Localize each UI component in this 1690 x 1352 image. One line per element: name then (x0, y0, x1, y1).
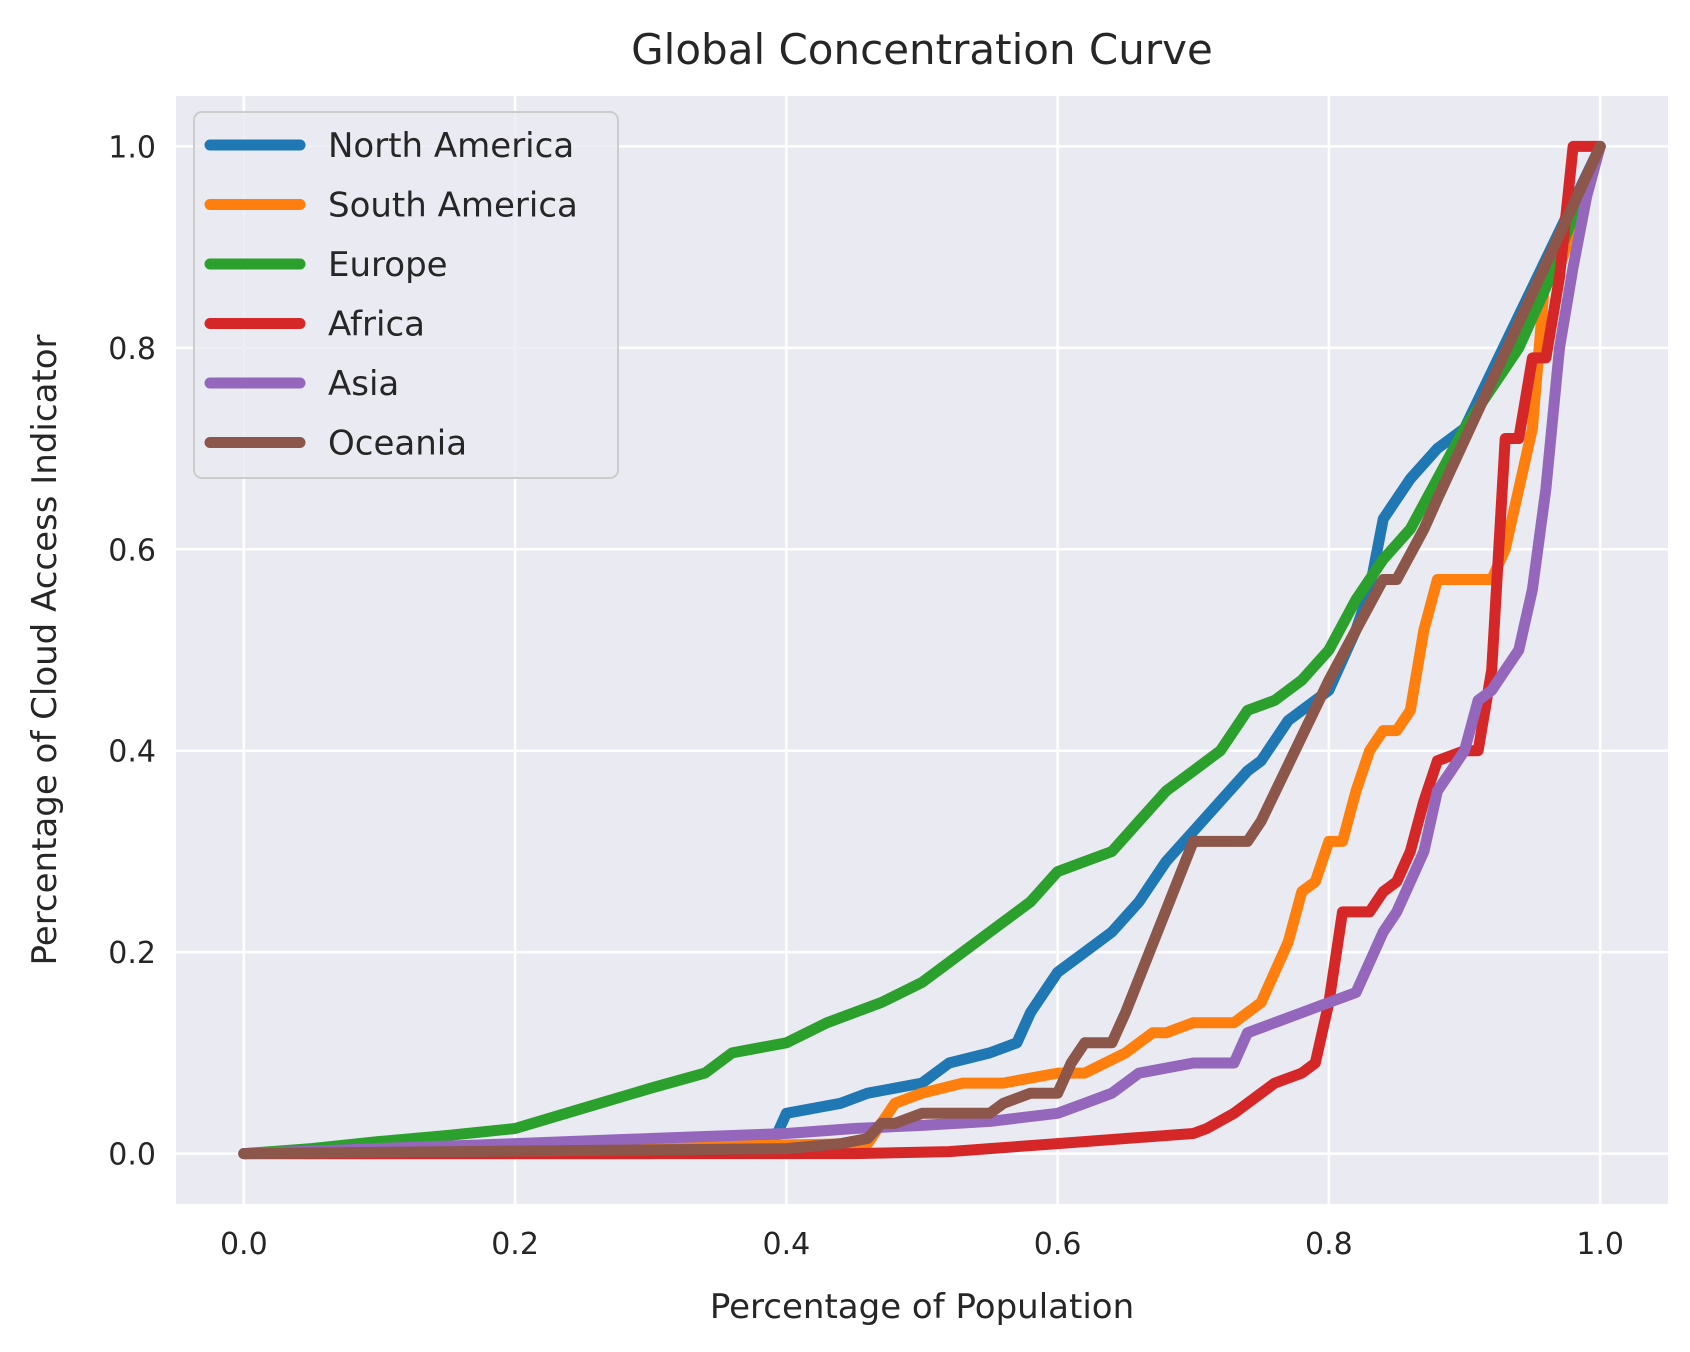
series-lines (238, 140, 1606, 1160)
y-tick-label: 0.8 (108, 332, 156, 367)
legend: North America South America Europe Africa As… (193, 111, 619, 479)
legend-label-africa: Africa (328, 305, 425, 345)
x-tick-label: 0.4 (763, 1227, 811, 1262)
legend-label-south-america: South America (328, 186, 578, 226)
legend-label-oceania: Oceania (328, 424, 467, 464)
series-line-oceania (238, 140, 1606, 1160)
series-line-africa (238, 140, 1606, 1160)
y-tick-label: 0.4 (108, 735, 156, 770)
y-tick-label: 0.6 (108, 533, 156, 568)
x-tick-label: 0.0 (220, 1227, 268, 1262)
x-tick-label: 1.0 (1576, 1227, 1624, 1262)
chart-title: Global Concentration Curve (631, 25, 1213, 74)
series-line-south-america (238, 140, 1606, 1160)
tick-labels: 0.0 0.2 0.4 0.6 0.8 1.0 0.0 0.2 0.4 0.6 0.8 1.0 (108, 130, 1624, 1262)
series-line-europe (238, 140, 1606, 1160)
x-axis-label: Percentage of Population (710, 1287, 1134, 1327)
y-tick-label: 1.0 (108, 130, 156, 165)
legend-label-north-america: North America (328, 126, 574, 166)
y-tick-label: 0.2 (108, 936, 156, 971)
x-tick-label: 0.6 (1034, 1227, 1082, 1262)
series-line-asia (238, 140, 1606, 1160)
legend-label-europe: Europe (328, 245, 448, 285)
x-tick-label: 0.2 (491, 1227, 539, 1262)
x-tick-label: 0.8 (1305, 1227, 1353, 1262)
y-axis-label: Percentage of Cloud Access Indicator (25, 334, 65, 965)
legend-label-asia: Asia (328, 364, 399, 404)
y-tick-label: 0.0 (108, 1138, 156, 1173)
